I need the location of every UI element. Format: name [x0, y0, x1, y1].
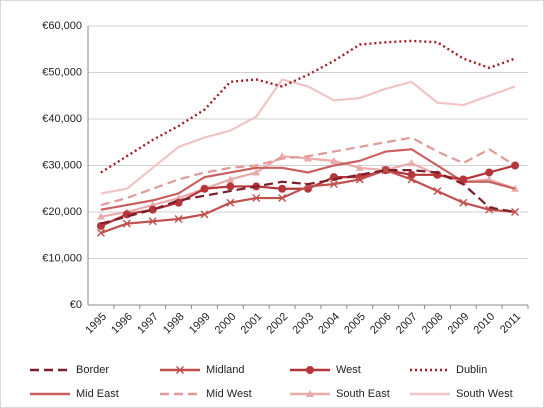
marker: [96, 228, 105, 237]
series-line: [100, 148, 516, 211]
marker: [148, 217, 157, 226]
legend-label: South West: [456, 388, 513, 400]
marker: [407, 159, 416, 167]
plot: [96, 39, 520, 237]
legend-label: Border: [76, 364, 109, 376]
marker: [355, 175, 364, 184]
marker: [226, 198, 235, 207]
marker: [407, 175, 416, 184]
marker: [329, 156, 338, 164]
legend: Border Midland West Dublin Mid East Mid West S…: [30, 364, 513, 400]
series-line: [100, 78, 516, 195]
marker: [176, 366, 184, 374]
y-tick-label: €40,000: [42, 113, 82, 125]
marker: [355, 163, 364, 171]
series-line: [100, 39, 516, 174]
marker: [433, 187, 442, 196]
y-tick-label: €60,000: [42, 20, 82, 32]
legend-label: West: [336, 364, 361, 376]
marker: [306, 366, 314, 374]
marker: [174, 198, 183, 207]
marker: [511, 208, 520, 216]
y-tick-label: €20,000: [42, 206, 82, 218]
marker: [278, 194, 287, 203]
legend-label: Dublin: [456, 364, 487, 376]
marker: [304, 154, 312, 162]
legend-label: Midland: [206, 364, 245, 376]
marker: [459, 198, 468, 207]
y-tick-label: €30,000: [42, 159, 82, 171]
legend-label: Mid East: [76, 388, 119, 400]
marker: [148, 205, 157, 214]
y-tick-label: €0: [70, 299, 82, 311]
marker: [511, 161, 520, 170]
y-tick-label: €50,000: [42, 66, 82, 78]
grid: €0 €10,000 €20,000 €30,000 €40,000 €50,000 €60…: [42, 20, 529, 336]
marker: [122, 210, 131, 219]
marker: [485, 168, 494, 177]
marker: [96, 212, 105, 220]
marker: [200, 184, 209, 193]
marker: [252, 168, 261, 176]
marker: [174, 214, 183, 223]
marker: [278, 184, 287, 193]
y-tick-label: €10,000: [42, 252, 82, 264]
series-line: [100, 136, 516, 207]
legend-label: South East: [336, 388, 390, 400]
marker: [122, 219, 131, 228]
marker: [329, 180, 338, 189]
series-line: [100, 169, 516, 225]
marker: [252, 194, 261, 203]
marker: [226, 175, 235, 183]
marker: [200, 210, 209, 219]
marker: [306, 390, 314, 397]
marker: [226, 182, 235, 191]
marker: [459, 175, 468, 184]
marker: [381, 166, 390, 175]
legend-label: Mid West: [206, 388, 252, 400]
